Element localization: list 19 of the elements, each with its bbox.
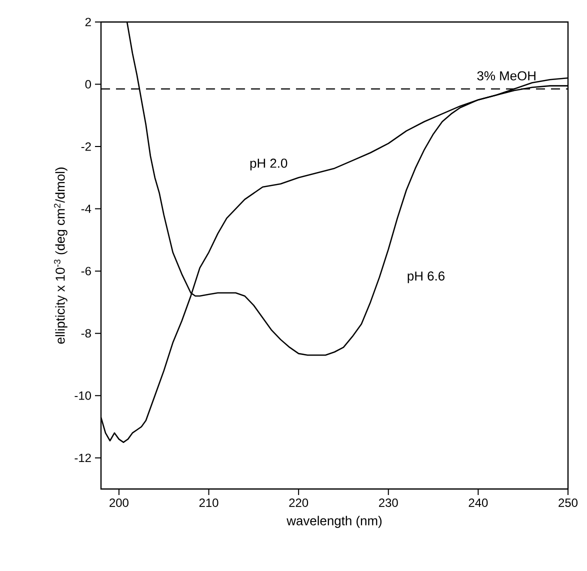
y-tick-label: -4 xyxy=(81,204,92,213)
y-tick-label: 0 xyxy=(85,80,92,88)
x-axis-title: wavelength (nm) xyxy=(286,516,382,528)
x-tick-label: 250 xyxy=(558,498,578,507)
series-label: pH 2.0 xyxy=(250,158,288,170)
x-tick-label: 210 xyxy=(199,498,218,507)
x-tick-label: 240 xyxy=(468,498,488,507)
x-tick-label: 200 xyxy=(110,498,128,507)
y-tick-label: -2 xyxy=(81,142,91,151)
y-tick-label: -8 xyxy=(81,329,91,338)
y-axis-title: ellipticity x 10$^{-3}$ (deg cm$^{2}$/dmol) xyxy=(54,168,68,344)
y-tick-label: -10 xyxy=(74,391,92,400)
ref-line-label: 3% MeOH xyxy=(477,71,536,80)
y-tick-label: -12 xyxy=(74,454,91,462)
series-label: pH 6.6 xyxy=(408,271,445,284)
y-tick-label: 2 xyxy=(85,18,91,26)
x-tick-label: 230 xyxy=(379,498,398,507)
x-tick-label: 220 xyxy=(289,498,308,507)
y-tick-label: -6 xyxy=(81,266,91,276)
